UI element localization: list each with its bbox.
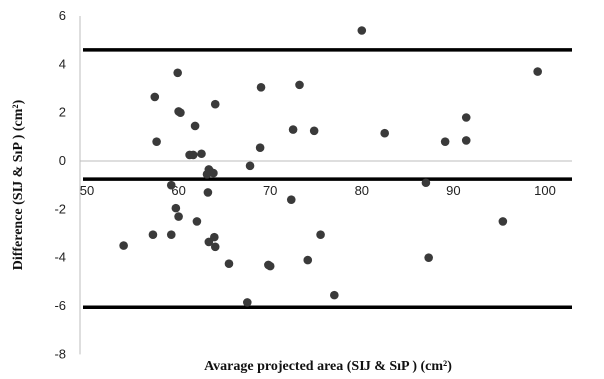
data-point bbox=[295, 80, 304, 90]
data-point bbox=[173, 68, 182, 78]
data-point bbox=[192, 217, 202, 226]
x-axis-title: Avarage projected area (SĲ & SıP ) (cm²) bbox=[204, 359, 452, 374]
reference-lines bbox=[83, 48, 572, 309]
data-point bbox=[330, 290, 339, 300]
x-tick-label: 100 bbox=[534, 183, 556, 198]
data-point bbox=[533, 67, 542, 76]
data-point bbox=[197, 149, 206, 159]
data-point bbox=[152, 137, 161, 146]
data-point bbox=[309, 126, 319, 136]
data-point bbox=[119, 241, 128, 250]
y-tick-label: -4 bbox=[54, 250, 66, 265]
y-tick-label: -6 bbox=[54, 298, 66, 313]
data-points bbox=[119, 26, 542, 307]
y-tick-label: -2 bbox=[54, 201, 66, 216]
data-point bbox=[188, 150, 198, 160]
data-point bbox=[380, 128, 390, 138]
data-point bbox=[498, 217, 508, 226]
data-point bbox=[166, 230, 176, 240]
data-point bbox=[255, 143, 265, 153]
x-tick-label: 90 bbox=[446, 183, 460, 198]
y-tick-label: 2 bbox=[59, 105, 66, 120]
x-axis: 50 60 70 80 90 100 bbox=[80, 160, 572, 198]
x-tick-label: 70 bbox=[263, 183, 277, 198]
data-point bbox=[174, 212, 183, 221]
y-tick-label: 4 bbox=[59, 56, 66, 71]
data-point bbox=[204, 237, 214, 247]
data-point bbox=[256, 82, 266, 92]
data-point bbox=[440, 137, 450, 146]
data-point bbox=[243, 298, 252, 307]
data-point bbox=[288, 125, 298, 134]
data-point bbox=[286, 195, 296, 204]
data-point bbox=[209, 168, 218, 178]
data-point bbox=[166, 180, 176, 190]
data-point bbox=[461, 136, 471, 145]
data-point bbox=[461, 113, 471, 122]
data-point bbox=[150, 92, 160, 102]
y-tick-label: 6 bbox=[59, 8, 66, 23]
x-tick-label: 50 bbox=[80, 183, 94, 198]
y-axis-title: Difference (SĲ & SıP ) (cm²) bbox=[11, 99, 26, 270]
y-tick-label: -8 bbox=[54, 346, 66, 361]
y-axis: 6 4 2 0 -2 -4 -6 -8 bbox=[54, 8, 81, 361]
data-point bbox=[176, 108, 185, 117]
y-tick-label: 0 bbox=[59, 153, 66, 168]
data-point bbox=[148, 230, 158, 240]
data-point bbox=[245, 161, 255, 171]
data-point bbox=[171, 203, 181, 213]
data-point bbox=[190, 121, 200, 131]
data-point bbox=[202, 169, 212, 179]
data-point bbox=[421, 178, 431, 188]
data-point bbox=[210, 242, 220, 252]
x-tick-label: 80 bbox=[355, 183, 369, 198]
data-point bbox=[424, 253, 433, 262]
data-point bbox=[210, 99, 220, 109]
data-point bbox=[224, 259, 234, 269]
data-point bbox=[303, 255, 313, 265]
data-point bbox=[203, 188, 213, 197]
data-point bbox=[265, 261, 275, 271]
data-point bbox=[357, 26, 367, 35]
data-point bbox=[316, 230, 325, 240]
